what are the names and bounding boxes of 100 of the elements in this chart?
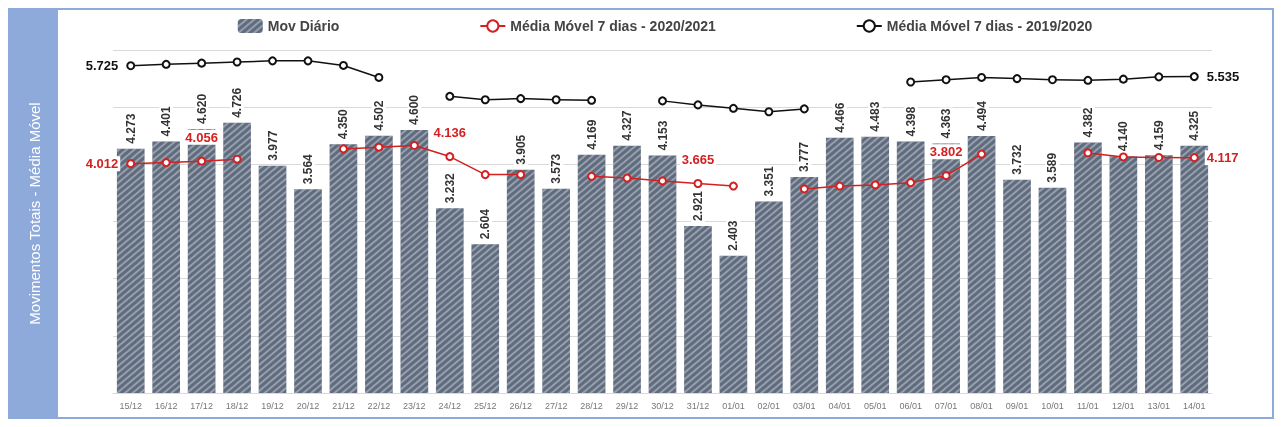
x-tick-label: 20/12 bbox=[296, 400, 320, 411]
point bbox=[941, 171, 951, 181]
data-label: 4.350 bbox=[336, 108, 351, 140]
x-tick-label: 07/01 bbox=[934, 400, 958, 411]
data-label: 4.483 bbox=[868, 101, 883, 132]
x-tick-label: 09/01 bbox=[1005, 400, 1029, 411]
x-tick-label: 13/01 bbox=[1147, 400, 1171, 411]
point bbox=[1083, 148, 1093, 158]
x-tick-label: 08/01 bbox=[970, 400, 993, 411]
point bbox=[622, 173, 632, 183]
data-label: 3.777 bbox=[797, 141, 812, 173]
point bbox=[409, 140, 419, 150]
point bbox=[693, 100, 703, 110]
point bbox=[587, 95, 597, 105]
data-label: 3.589 bbox=[1045, 152, 1060, 183]
x-tick-label: 01/01 bbox=[722, 400, 745, 411]
data-label: 5.535 bbox=[1206, 69, 1240, 85]
data-label: 2.921 bbox=[690, 190, 705, 222]
data-label: 3.977 bbox=[265, 130, 280, 161]
point bbox=[374, 72, 384, 82]
point bbox=[764, 107, 774, 117]
point bbox=[232, 57, 242, 67]
data-label: 4.117 bbox=[1206, 150, 1239, 166]
data-label: 4.012 bbox=[85, 156, 119, 172]
data-label: 4.327 bbox=[620, 110, 635, 141]
x-tick-label: 06/01 bbox=[899, 400, 922, 411]
point bbox=[977, 149, 987, 159]
data-label: 4.466 bbox=[832, 102, 847, 133]
data-label: 4.494 bbox=[974, 100, 989, 132]
point bbox=[693, 178, 703, 188]
x-tick-label: 15/12 bbox=[119, 400, 142, 411]
x-tick-label: 04/01 bbox=[828, 400, 852, 411]
x-tick-label: 25/12 bbox=[473, 400, 497, 411]
point bbox=[161, 59, 171, 69]
x-tick-label: 30/12 bbox=[651, 400, 674, 411]
legend-label: Mov Diário bbox=[267, 18, 340, 34]
x-tick-label: 03/01 bbox=[793, 400, 816, 411]
point bbox=[1047, 75, 1057, 85]
point bbox=[516, 94, 526, 104]
point bbox=[445, 91, 455, 101]
x-tick-label: 19/12 bbox=[261, 400, 284, 411]
data-label: 4.502 bbox=[371, 100, 386, 131]
data-label: 4.401 bbox=[159, 106, 174, 137]
data-label: 2.604 bbox=[478, 208, 493, 240]
x-tick-label: 12/01 bbox=[1112, 400, 1135, 411]
x-tick-label: 16/12 bbox=[154, 400, 178, 411]
data-label: 4.600 bbox=[407, 94, 422, 126]
data-label: 4.159 bbox=[1151, 119, 1166, 151]
data-label: 4.169 bbox=[584, 119, 599, 150]
data-label: 3.905 bbox=[513, 134, 528, 165]
point bbox=[161, 158, 171, 168]
point bbox=[197, 58, 207, 68]
x-tick-label: 27/12 bbox=[544, 400, 568, 411]
point bbox=[480, 170, 490, 180]
data-label: 4.382 bbox=[1080, 107, 1095, 138]
point bbox=[197, 156, 207, 166]
point bbox=[303, 56, 313, 66]
point bbox=[658, 96, 667, 106]
data-label: 3.573 bbox=[549, 153, 564, 184]
point bbox=[799, 184, 809, 194]
x-tick-label: 31/12 bbox=[686, 400, 710, 411]
x-tick-label: 02/01 bbox=[757, 400, 781, 411]
data-label: 3.732 bbox=[1010, 144, 1025, 175]
data-label: 3.351 bbox=[761, 166, 776, 197]
point bbox=[374, 142, 384, 152]
x-tick-label: 17/12 bbox=[190, 400, 213, 411]
point bbox=[1189, 72, 1199, 82]
point bbox=[941, 75, 951, 85]
point bbox=[799, 104, 809, 114]
point bbox=[1154, 152, 1164, 162]
point bbox=[835, 181, 845, 191]
x-tick-label: 26/12 bbox=[509, 400, 532, 411]
point bbox=[728, 181, 738, 191]
data-label: 3.232 bbox=[442, 172, 457, 204]
x-tick-label: 23/12 bbox=[403, 400, 426, 411]
point bbox=[1083, 75, 1093, 85]
x-tick-label: 22/12 bbox=[367, 400, 391, 411]
point bbox=[587, 171, 597, 181]
data-label: 3.665 bbox=[681, 151, 715, 167]
x-tick-label: 05/01 bbox=[863, 400, 887, 411]
point bbox=[126, 159, 136, 169]
data-label: 5.725 bbox=[85, 58, 119, 74]
legend-label: Média Móvel 7 dias - 2019/2020 bbox=[886, 18, 1093, 34]
point bbox=[338, 60, 348, 70]
x-tick-label: 14/01 bbox=[1183, 400, 1206, 411]
point bbox=[268, 56, 278, 66]
point bbox=[1189, 153, 1199, 163]
data-label: 2.403 bbox=[726, 220, 741, 251]
point bbox=[870, 180, 880, 190]
point bbox=[551, 95, 561, 105]
point bbox=[338, 144, 348, 154]
y-axis-title: Movimentos Totais - Média Móvel bbox=[25, 102, 43, 325]
legend-label: Média Móvel 7 dias - 2020/2021 bbox=[510, 18, 716, 34]
point bbox=[445, 152, 455, 162]
data-label: 4.136 bbox=[433, 125, 467, 141]
data-label: 4.398 bbox=[903, 106, 918, 137]
x-tick-label: 29/12 bbox=[615, 400, 639, 411]
point bbox=[1118, 152, 1128, 162]
point bbox=[480, 95, 490, 105]
x-tick-label: 10/01 bbox=[1041, 400, 1064, 411]
